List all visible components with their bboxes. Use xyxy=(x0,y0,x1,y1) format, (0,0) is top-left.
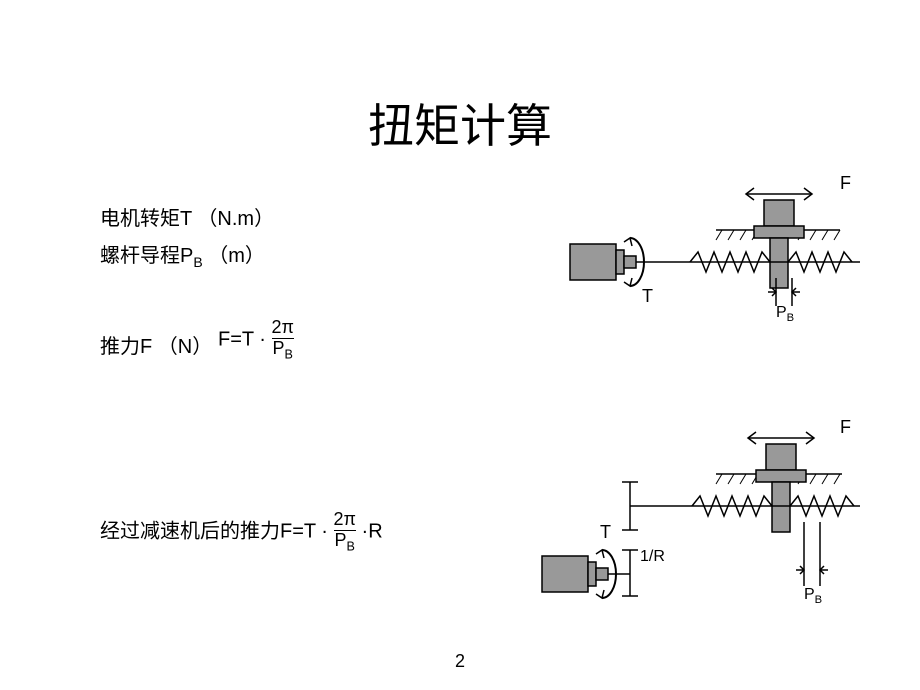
diagram2-f-label: F xyxy=(840,417,851,438)
formula-thrust: F=T · 2π PB xyxy=(218,318,294,362)
diagram-motor-screw: F T PB xyxy=(560,170,870,340)
motor-torque-label: 电机转矩T （N.m） xyxy=(100,202,274,231)
diagram1-f-label: F xyxy=(840,173,851,194)
slide-title: 扭矩计算 xyxy=(0,90,920,156)
thrust-label: 推力F （N） xyxy=(100,330,212,359)
diagram1-pb-label: PB xyxy=(776,304,794,324)
screw-lead-label: 螺杆导程PB （m） xyxy=(100,239,265,270)
diagram2-pb-label: PB xyxy=(804,586,822,606)
formula-reduced-thrust: 经过减速机后的推力F=T · 2π PB ·R xyxy=(100,510,383,554)
diagram2-ratio-label: 1/R xyxy=(640,548,665,566)
diagram1-t-label: T xyxy=(642,286,653,307)
page-number: 2 xyxy=(0,651,920,672)
diagram2-t-label: T xyxy=(600,522,611,543)
diagram-motor-gearbox-screw: F T 1/R PB xyxy=(540,410,870,630)
